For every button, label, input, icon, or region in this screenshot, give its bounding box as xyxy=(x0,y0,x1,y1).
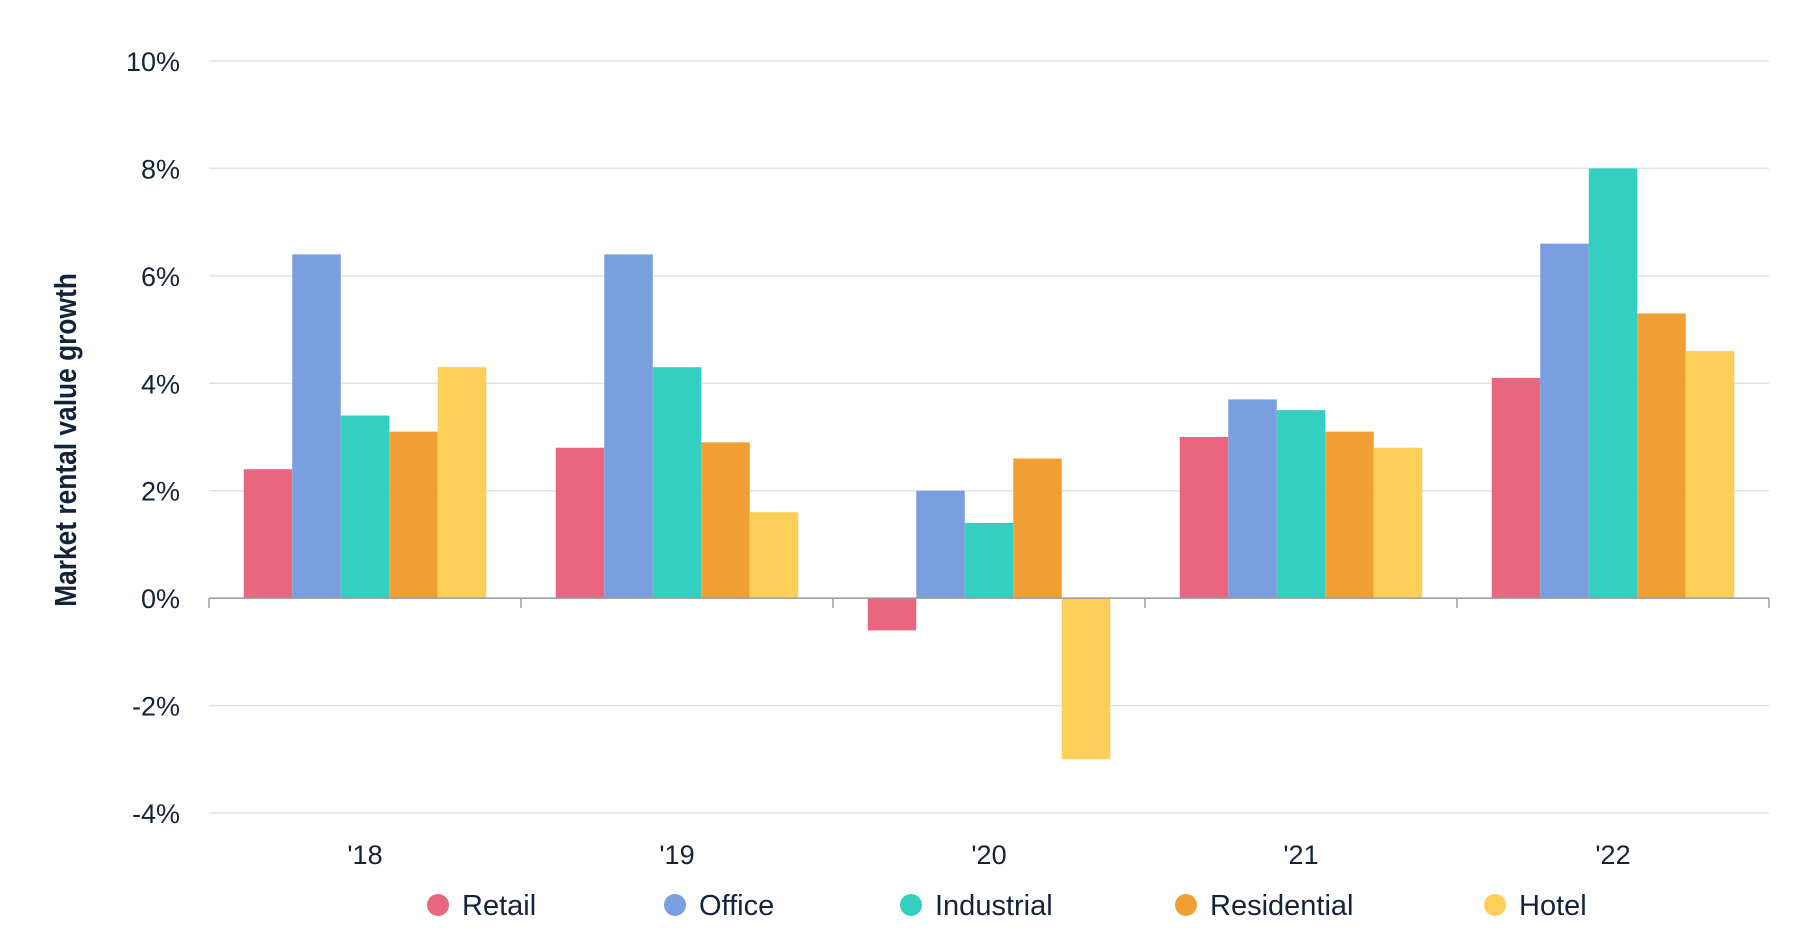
y-tick-label: 10% xyxy=(126,47,180,77)
x-tick-label: '19 xyxy=(659,840,694,870)
bar-hotel-3 xyxy=(1373,447,1423,599)
bar-hotel-1 xyxy=(749,512,799,599)
bar-retail-3 xyxy=(1179,437,1229,599)
bar-industrial-4 xyxy=(1588,168,1638,599)
bar-residential-3 xyxy=(1325,431,1374,599)
y-tick-label: -2% xyxy=(132,692,180,722)
legend-marker-industrial xyxy=(900,894,922,916)
bar-hotel-0 xyxy=(437,367,487,599)
bar-industrial-1 xyxy=(652,367,702,599)
y-tick-label: 2% xyxy=(141,477,180,507)
legend-marker-hotel xyxy=(1484,894,1506,916)
legend-marker-office xyxy=(664,894,686,916)
legend-marker-residential xyxy=(1175,894,1197,916)
legend-label-residential: Residential xyxy=(1210,890,1353,922)
bar-office-2 xyxy=(916,490,965,599)
x-tick-label: '20 xyxy=(971,840,1006,870)
y-tick-label: 8% xyxy=(141,154,180,184)
y-axis-label: Market rental value growth xyxy=(49,273,83,607)
bar-retail-0 xyxy=(243,469,293,599)
bar-hotel-4 xyxy=(1685,351,1735,599)
bar-industrial-3 xyxy=(1276,410,1326,599)
legend-label-office: Office xyxy=(699,890,774,922)
bar-industrial-0 xyxy=(340,415,390,599)
bar-residential-0 xyxy=(389,431,438,599)
legend-label-hotel: Hotel xyxy=(1519,890,1587,922)
y-tick-label: 4% xyxy=(141,369,180,399)
bar-residential-4 xyxy=(1637,313,1686,599)
bar-office-3 xyxy=(1228,399,1277,599)
y-axis-ticks: -4% -2% 0% 2% 4% 6% 8% 10% xyxy=(126,47,180,829)
y-tick-label: 6% xyxy=(141,262,180,292)
bar-retail-4 xyxy=(1491,377,1541,599)
x-axis xyxy=(208,597,1770,609)
bar-residential-1 xyxy=(701,442,750,599)
x-axis-ticks: '18 '19 '20 '21 '22 xyxy=(347,840,1630,870)
bar-retail-1 xyxy=(555,447,605,599)
y-tick-label: -4% xyxy=(132,799,180,829)
x-tick-label: '18 xyxy=(347,840,382,870)
legend-marker-retail xyxy=(427,894,449,916)
legend-label-industrial: Industrial xyxy=(935,890,1053,922)
y-tick-label: 0% xyxy=(141,584,180,614)
x-tick-label: '22 xyxy=(1595,840,1630,870)
bars xyxy=(243,168,1735,760)
bar-office-4 xyxy=(1540,243,1589,599)
bar-office-1 xyxy=(604,254,653,599)
bar-industrial-2 xyxy=(964,522,1014,599)
bar-hotel-2 xyxy=(1061,598,1111,760)
bar-retail-2 xyxy=(867,598,917,631)
legend: Retail Office Industrial Residential Hotel xyxy=(427,890,1587,922)
bar-residential-2 xyxy=(1013,458,1062,599)
bar-office-0 xyxy=(292,254,341,599)
x-tick-label: '21 xyxy=(1283,840,1318,870)
legend-label-retail: Retail xyxy=(462,890,536,922)
